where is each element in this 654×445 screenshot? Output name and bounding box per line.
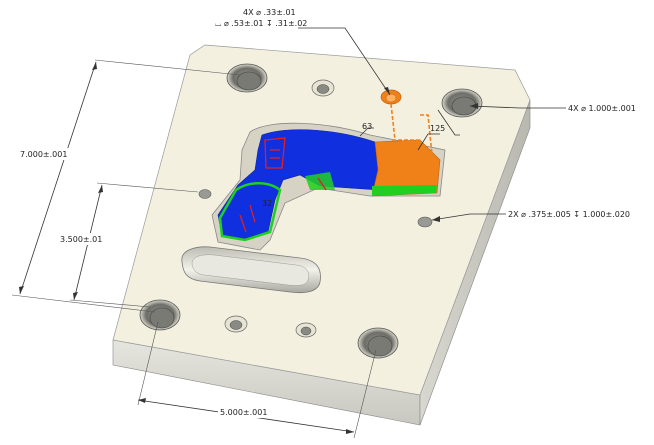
dim-height-overall: 7.000±.001	[11, 59, 241, 313]
callout-large-holes-label: 4X ⌀ 1.000±.001	[568, 104, 636, 113]
ejector-slot	[181, 246, 321, 294]
large-hole-bottom-left	[139, 299, 181, 331]
surface-finish-125-label: 125	[430, 124, 445, 133]
callout-tapped-line1: 4X ⌀ .33±.01	[243, 8, 296, 17]
dim-width-holes-label: 5.000±.001	[220, 408, 267, 417]
surface-finish-125: 125	[417, 109, 460, 151]
pin-hole-right	[417, 216, 433, 228]
callout-pin-holes: 2X ⌀ .375±.005 ↧ 1.000±.020	[431, 210, 630, 222]
cavity-surface-green-2	[218, 182, 282, 242]
pin-hole-left	[198, 189, 212, 199]
callout-large-holes: 4X ⌀ 1.000±.001	[469, 103, 636, 113]
callout-pin-holes-label: 2X ⌀ .375±.005 ↧ 1.000±.020	[508, 210, 630, 219]
surface-finish-32-label: 32	[262, 199, 272, 208]
callout-tapped-line2: ⌴ ⌀ .53±.01 ↧ .31±.02	[215, 19, 307, 28]
cbore-hole-2	[380, 89, 402, 105]
surface-finish-32: 32	[262, 199, 272, 208]
surface-finish-63-label: 63	[362, 122, 372, 131]
plate-top-face	[112, 44, 531, 396]
surface-finish-63: 63	[359, 122, 374, 137]
mold-plate	[112, 44, 531, 426]
cbore-hole-4	[295, 322, 317, 338]
large-hole-top-left	[226, 63, 268, 93]
dim-height-half: 3.500±.01	[58, 182, 199, 308]
cavity-surface-green-1	[372, 185, 437, 196]
callout-tapped-holes: 4X ⌀ .33±.01 ⌴ ⌀ .53±.01 ↧ .31±.02	[215, 8, 391, 96]
dim-height-overall-label: 7.000±.001	[20, 150, 67, 159]
orange-dashed-features	[390, 103, 433, 156]
large-hole-top-right	[441, 88, 483, 118]
cbore-hole-1	[311, 79, 335, 97]
dim-width-holes: 5.000±.001	[137, 321, 377, 439]
dim-height-half-label: 3.500±.01	[60, 235, 102, 244]
large-hole-bottom-right	[357, 327, 399, 359]
cbore-hole-3	[224, 315, 248, 333]
cavity-surface-red	[239, 137, 327, 233]
